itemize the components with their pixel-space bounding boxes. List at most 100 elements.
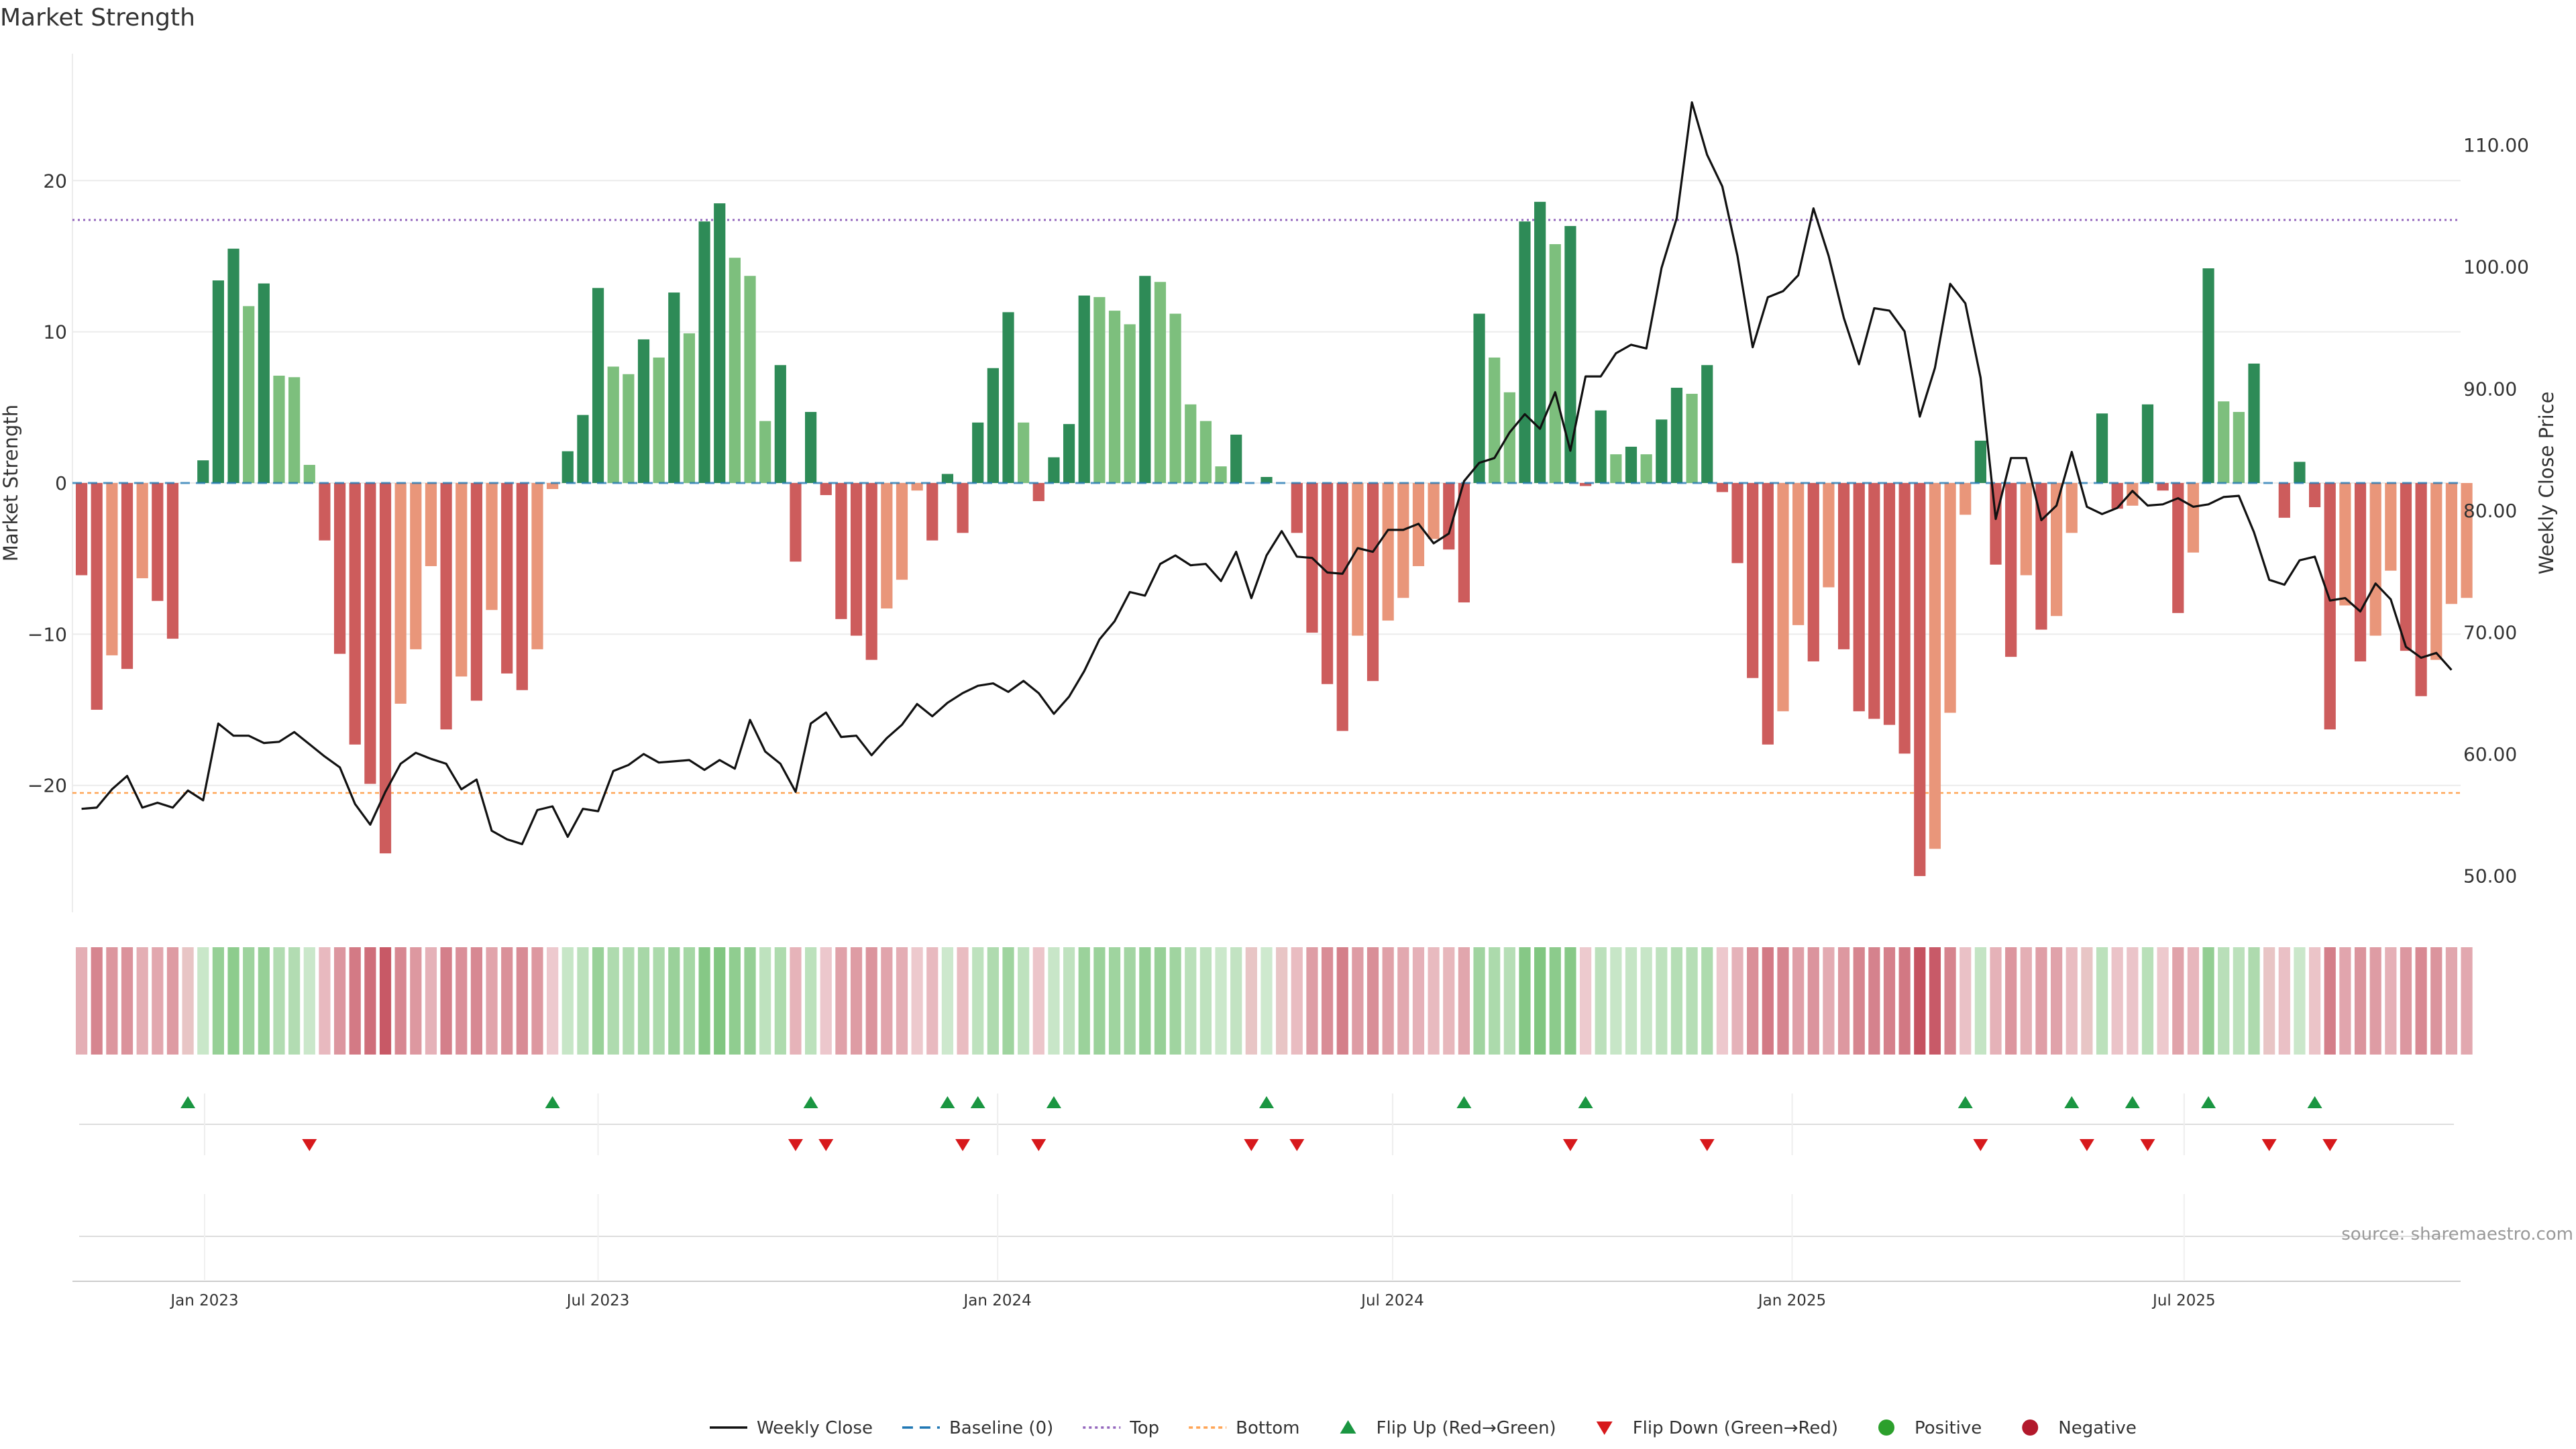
right-tick-label: 100.00 [2463, 256, 2529, 278]
heat-cell [683, 947, 696, 1055]
heat-cell [288, 947, 301, 1055]
heat-cell [2248, 947, 2260, 1055]
flip-down-marker [302, 1139, 317, 1151]
strength-bar [455, 483, 468, 677]
strength-bar [623, 374, 635, 483]
heat-cell [881, 947, 893, 1055]
heat-cell [1868, 947, 1880, 1055]
heat-cell [2065, 947, 2078, 1055]
heat-cell [2294, 947, 2306, 1055]
strength-bar [774, 365, 786, 483]
strength-bar [1792, 483, 1805, 625]
strength-bar [243, 306, 255, 483]
flip-down-marker [788, 1139, 803, 1151]
x-tick-label: Jan 2023 [169, 1292, 238, 1309]
strength-bar [896, 483, 908, 580]
strength-bar [1534, 201, 1546, 483]
right-tick-label: 60.00 [2463, 743, 2517, 765]
strength-bar [1397, 483, 1409, 598]
heat-cell [1291, 947, 1303, 1055]
heat-cell [1929, 947, 1941, 1055]
heat-cell [2005, 947, 2017, 1055]
heat-cell [1397, 947, 1409, 1055]
heat-cell [1366, 947, 1379, 1055]
strength-bar [273, 376, 285, 483]
strength-bar [2020, 483, 2032, 576]
strength-bar [1458, 483, 1470, 603]
heat-cell [1321, 947, 1334, 1055]
strength-bar [106, 483, 118, 655]
heat-cell [2035, 947, 2047, 1055]
left-tick-label: 10 [43, 321, 67, 343]
heat-cell [2096, 947, 2108, 1055]
strength-bar [333, 483, 346, 654]
strength-bar [2065, 483, 2078, 533]
heat-cell [1260, 947, 1273, 1055]
heat-cell [1944, 947, 1956, 1055]
heat-cell [1686, 947, 1698, 1055]
heat-cell [2263, 947, 2275, 1055]
heat-cell [1458, 947, 1470, 1055]
heat-cell [1002, 947, 1014, 1055]
strength-bar [2369, 483, 2381, 636]
strength-bar [1549, 244, 1561, 483]
legend-swatch [2022, 1419, 2039, 1436]
legend-item: Baseline (0) [902, 1418, 1053, 1438]
reference-lines [72, 219, 2461, 794]
heat-cell [1154, 947, 1167, 1055]
strength-bar [1352, 483, 1364, 636]
strength-bar [1519, 221, 1531, 483]
heat-cell [637, 947, 650, 1055]
strength-bar [394, 483, 407, 704]
strength-bar [1564, 225, 1576, 483]
heat-cell [1823, 947, 1835, 1055]
strength-bar [790, 483, 802, 562]
heat-cell [2020, 947, 2032, 1055]
strength-bar [2218, 401, 2230, 483]
strength-bar [2400, 483, 2412, 651]
heat-cell [91, 947, 103, 1055]
strength-bar [941, 474, 954, 483]
strength-bar [227, 248, 239, 483]
heat-cell [926, 947, 938, 1055]
strength-bar [319, 483, 331, 541]
heat-cell [2339, 947, 2351, 1055]
strength-bar [1503, 392, 1515, 483]
strength-bar [1366, 483, 1379, 682]
heat-cell [440, 947, 452, 1055]
heat-cell [790, 947, 802, 1055]
flip-down-marker [2140, 1139, 2155, 1151]
strength-bar [121, 483, 133, 669]
heat-cell [2400, 947, 2412, 1055]
left-axis-ticks: 20 10 0 −10 −20 [28, 170, 67, 796]
strength-bar [1974, 440, 1986, 483]
heat-cell [547, 947, 559, 1055]
strength-bar [881, 483, 893, 609]
strength-bar [1853, 483, 1865, 712]
heat-cell [759, 947, 771, 1055]
strength-bar [2248, 363, 2260, 483]
strength-bar [2294, 462, 2306, 483]
strength-bar [2202, 268, 2214, 483]
heat-cell [1564, 947, 1576, 1055]
strength-bar [1199, 421, 1212, 483]
source-label: source: sharemaestro.com [2341, 1224, 2573, 1244]
heat-cell [1124, 947, 1136, 1055]
heat-cell [1018, 947, 1030, 1055]
strength-bar [1473, 313, 1485, 483]
legend-label: Positive [1915, 1418, 1982, 1438]
strength-bar [987, 368, 999, 483]
heat-cell [1199, 947, 1212, 1055]
strength-bar [2172, 483, 2184, 613]
flip-up-marker [1456, 1096, 1472, 1108]
heat-cell [1473, 947, 1485, 1055]
chart-title: Market Strength [0, 4, 195, 32]
heat-cell [2233, 947, 2245, 1055]
heat-cell [911, 947, 923, 1055]
heat-cell [2430, 947, 2443, 1055]
heat-cell [106, 947, 118, 1055]
legend-label: Baseline (0) [949, 1418, 1053, 1438]
heat-cell [653, 947, 665, 1055]
heat-cell [2081, 947, 2093, 1055]
heat-cell [121, 947, 133, 1055]
